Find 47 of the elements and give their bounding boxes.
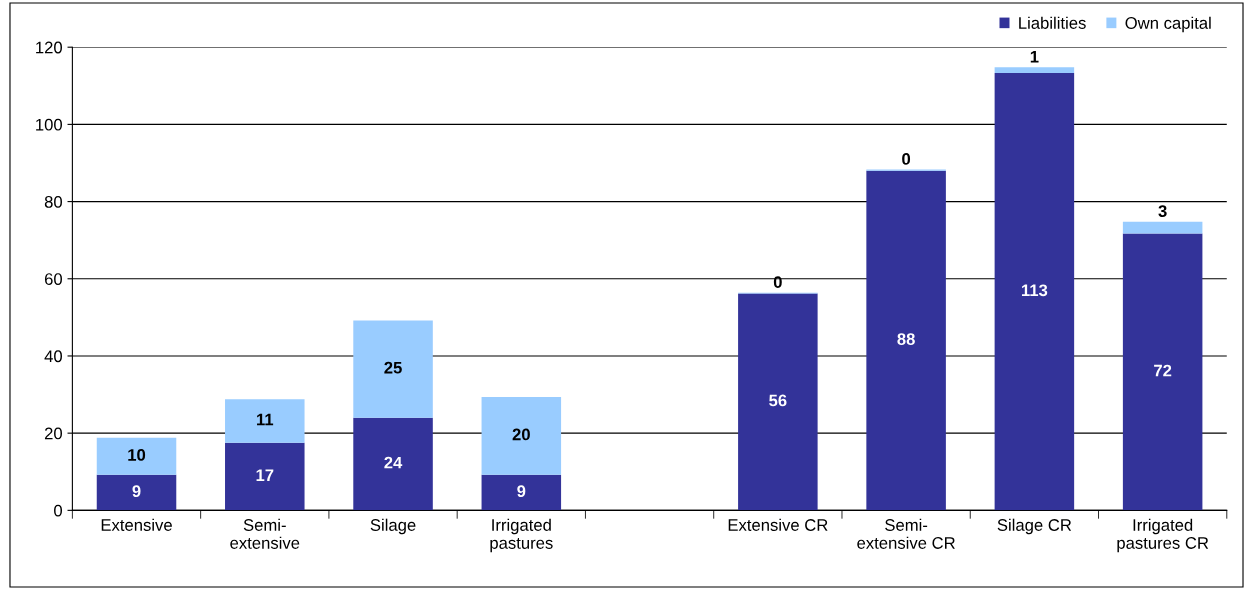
- bar: [994, 67, 1075, 74]
- x-tick-label: Extensive: [101, 518, 172, 531]
- data-label: 25: [384, 361, 402, 374]
- data-label: 11: [257, 413, 274, 426]
- bar: [1122, 221, 1203, 234]
- data-label: 0: [902, 153, 911, 165]
- data-label: 10: [128, 448, 146, 461]
- data-label: 88: [897, 333, 915, 345]
- bar: [738, 293, 818, 511]
- data-label: 17: [256, 469, 274, 481]
- y-tick-label: 80: [44, 195, 63, 208]
- x-tick-label: Semi- extensive CR: [857, 518, 955, 549]
- data-label: 20: [512, 428, 530, 441]
- bar: [96, 474, 177, 511]
- bar: [225, 399, 305, 443]
- bar: [481, 474, 562, 511]
- x-tick-label: Silage CR: [997, 518, 1072, 535]
- bar: [1122, 233, 1203, 511]
- legend-label: Liabilities: [1019, 16, 1086, 29]
- y-tick-label: 20: [44, 427, 63, 440]
- data-label: 56: [769, 394, 787, 407]
- data-label: 9: [517, 485, 526, 498]
- y-tick-label: 60: [44, 273, 63, 285]
- x-tick-label: Irrigated pastures: [490, 518, 553, 553]
- data-label: 24: [384, 456, 403, 469]
- bar: [225, 442, 305, 511]
- y-tick-label: 100: [36, 118, 63, 131]
- data-label: 9: [132, 485, 141, 498]
- data-label: 113: [1021, 284, 1048, 297]
- bar: [994, 73, 1075, 511]
- x-tick-label: Silage: [370, 518, 416, 535]
- data-label: 0: [773, 276, 782, 288]
- data-label: 1: [1030, 50, 1039, 63]
- legend-label: Own capital: [1125, 16, 1211, 33]
- bar: [866, 170, 946, 511]
- bar: [481, 396, 562, 475]
- data-label: 3: [1158, 205, 1167, 217]
- bar: [353, 417, 433, 511]
- data-label: 72: [1154, 364, 1172, 377]
- bar: [96, 437, 177, 475]
- x-tick-label: Extensive CR: [728, 518, 828, 531]
- y-tick-label: 40: [44, 350, 63, 363]
- bar: [353, 320, 433, 418]
- x-tick-label: Irrigated pastures CR: [1117, 518, 1209, 553]
- y-tick-label: 120: [36, 41, 63, 54]
- y-tick-label: 0: [54, 504, 63, 517]
- x-tick-label: Semi- extensive: [230, 518, 300, 549]
